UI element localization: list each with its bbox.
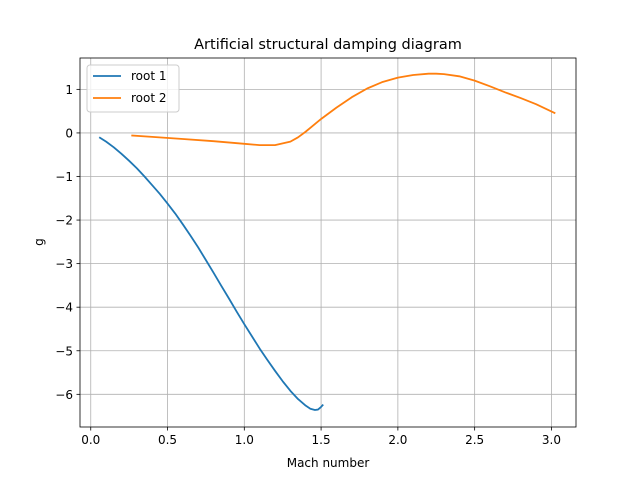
y-tick-label: −1: [55, 170, 73, 184]
x-tick-label: 0.5: [158, 433, 177, 447]
y-tick-label: −5: [55, 344, 73, 358]
y-axis-label: g: [32, 238, 46, 246]
x-tick-label: 2.5: [465, 433, 484, 447]
grid: [80, 58, 576, 427]
series-line-root-1: [98, 136, 324, 411]
plot-frame: [79, 57, 577, 428]
y-tick-label: −2: [55, 214, 73, 228]
x-axis-ticks: 0.0 0.5 1.0 1.5 2.0 2.5 3.0: [81, 427, 561, 447]
legend-label-root-2: root 2: [131, 91, 167, 105]
y-tick-label: 0: [65, 126, 73, 140]
x-axis-label: Mach number: [287, 456, 370, 470]
y-axis-ticks: −6 −5 −4 −3 −2 −1 0 1: [55, 83, 80, 402]
x-tick-label: 3.0: [542, 433, 561, 447]
legend-label-root-1: root 1: [131, 69, 167, 83]
x-tick-label: 1.0: [235, 433, 254, 447]
chart-title: Artificial structural damping diagram: [194, 37, 462, 53]
x-tick-label: 1.5: [312, 433, 331, 447]
series-lines: [98, 72, 556, 411]
y-tick-label: −4: [55, 301, 73, 315]
y-tick-label: −6: [55, 388, 73, 402]
x-tick-label: 0.0: [81, 433, 100, 447]
y-tick-label: 1: [65, 83, 73, 97]
x-tick-label: 2.0: [388, 433, 407, 447]
legend: root 1 root 2: [86, 64, 180, 113]
series-line-root-2: [131, 72, 556, 147]
y-tick-label: −3: [55, 257, 73, 271]
